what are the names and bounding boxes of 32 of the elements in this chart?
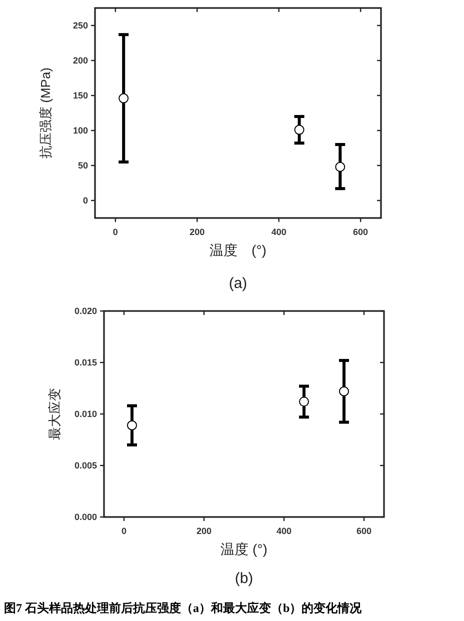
y-tick-label: 250 [72, 20, 88, 30]
x-tick-label: 200 [190, 227, 205, 237]
point [339, 386, 349, 396]
y-axis-title: 抗压强度 (MPa) [38, 68, 53, 158]
y-tick-label: 0.005 [74, 460, 97, 470]
text: (a) [228, 275, 248, 292]
y-tick-label: 0.000 [74, 512, 97, 522]
x-tick-label: 200 [196, 526, 212, 536]
x-tick-label: 600 [353, 227, 368, 237]
caption: 图7 石头样品热处理前后抗压强度（a）和最大应变（b）的变化情况 [3, 600, 363, 617]
y-axis-title: 最大应变 [47, 388, 62, 440]
y-tick-label: 0.015 [74, 358, 97, 368]
y-tick-label: 0 [82, 196, 88, 206]
x-axis-title: 温度 (°) [220, 541, 268, 557]
point [127, 420, 137, 430]
y-tick-label: 0.020 [74, 306, 97, 316]
x-tick-label: 400 [276, 526, 292, 536]
point [335, 162, 346, 172]
x-tick-label: 0 [112, 227, 118, 237]
x-tick-label: 0 [121, 526, 127, 536]
y-tick-label: 100 [72, 126, 88, 136]
y-tick-label: 0.010 [74, 409, 97, 419]
x-axis-title: 温度 (°) [210, 242, 266, 258]
point [294, 124, 304, 135]
y-tick-label: 200 [72, 56, 88, 66]
point [299, 396, 309, 407]
x-tick-label: 400 [271, 227, 286, 237]
y-tick-label: 150 [72, 90, 88, 100]
x-tick-label: 600 [356, 526, 372, 536]
text: (b) [234, 570, 254, 587]
y-tick-label: 50 [78, 160, 88, 170]
point [118, 93, 129, 104]
